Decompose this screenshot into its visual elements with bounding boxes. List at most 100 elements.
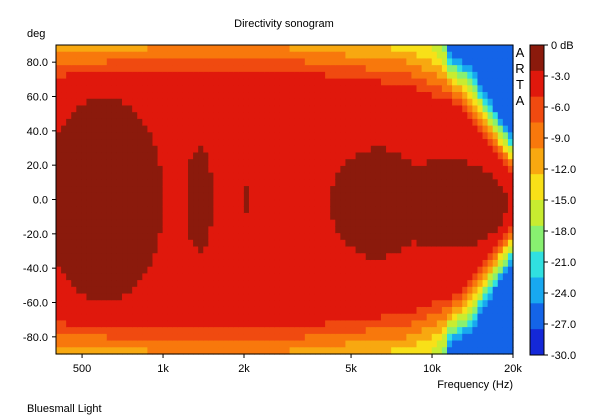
heatmap-cell [127, 65, 133, 73]
heatmap-cell [76, 313, 82, 322]
heatmap-cell [162, 71, 169, 80]
heatmap-cell [269, 78, 275, 86]
heatmap-cell [289, 340, 296, 348]
heatmap-cell [56, 92, 62, 100]
heatmap-cell [223, 159, 230, 167]
heatmap-cell [386, 98, 392, 107]
heatmap-cell [391, 280, 397, 288]
heatmap-cell [482, 78, 489, 86]
heatmap-cell [203, 139, 209, 147]
heatmap-cell [406, 118, 413, 127]
heatmap-cell [86, 253, 93, 261]
heatmap-cell [441, 186, 448, 194]
heatmap-cell [492, 280, 499, 288]
heatmap-cell [472, 132, 479, 140]
heatmap-cell [487, 105, 494, 113]
heatmap-cell [406, 78, 413, 86]
heatmap-cell [264, 273, 270, 281]
heatmap-cell [106, 266, 113, 274]
heatmap-cell [431, 233, 438, 241]
heatmap-cell [345, 286, 352, 295]
heatmap-cell [289, 186, 296, 194]
heatmap-cell [71, 112, 77, 120]
heatmap-cell [122, 51, 128, 60]
heatmap-cell [340, 179, 347, 187]
heatmap-cell [76, 246, 82, 254]
heatmap-cell [127, 98, 133, 107]
heatmap-cell [243, 192, 250, 201]
heatmap-cell [426, 139, 433, 147]
heatmap-cell [330, 340, 336, 348]
heatmap-cell [375, 199, 382, 207]
heatmap-cell [309, 85, 316, 93]
heatmap-cell [76, 45, 82, 53]
heatmap-cell [208, 105, 215, 113]
heatmap-cell [208, 51, 215, 60]
heatmap-cell [391, 333, 397, 342]
heatmap-cell [172, 273, 179, 281]
heatmap-cell [101, 159, 108, 167]
heatmap-cell [76, 333, 82, 342]
heatmap-cell [56, 273, 62, 281]
heatmap-cell [436, 165, 443, 174]
heatmap-cell [157, 266, 164, 274]
heatmap-cell [162, 92, 169, 100]
heatmap-cell [335, 327, 341, 335]
heatmap-cell [172, 45, 179, 53]
heatmap-cell [375, 98, 382, 107]
heatmap-cell [106, 85, 113, 93]
heatmap-cell [355, 306, 362, 315]
heatmap-cell [81, 219, 88, 227]
heatmap-cell [127, 145, 133, 154]
heatmap-cell [233, 333, 240, 342]
heatmap-cell [375, 172, 382, 180]
heatmap-cell [492, 71, 499, 80]
heatmap-cell [172, 78, 179, 86]
heatmap-cell [86, 300, 93, 308]
heatmap-cell [71, 105, 77, 113]
heatmap-cell [472, 320, 479, 328]
heatmap-cell [188, 286, 194, 295]
heatmap-cell [507, 159, 514, 167]
heatmap-cell [188, 145, 194, 154]
heatmap-cell [467, 172, 473, 180]
heatmap-cell [386, 286, 392, 295]
heatmap-cell [340, 286, 347, 295]
heatmap-cell [111, 132, 118, 140]
heatmap-cell [309, 219, 316, 227]
heatmap-cell [142, 125, 148, 133]
heatmap-cell [436, 306, 443, 315]
heatmap-cell [452, 246, 458, 254]
heatmap-cell [56, 85, 62, 93]
heatmap-cell [233, 125, 240, 133]
heatmap-cell [106, 333, 113, 342]
heatmap-cell [294, 192, 301, 201]
heatmap-cell [106, 320, 113, 328]
heatmap-cell [208, 65, 215, 73]
heatmap-cell [96, 165, 103, 174]
heatmap-cell [320, 118, 326, 127]
heatmap-cell [416, 51, 423, 60]
heatmap-cell [238, 145, 245, 154]
heatmap-cell [452, 152, 458, 160]
heatmap-cell [238, 206, 245, 214]
heatmap-cell [309, 145, 316, 154]
heatmap-cell [228, 306, 235, 315]
heatmap-cell [269, 118, 275, 127]
heatmap-cell [238, 212, 245, 221]
heatmap-cell [452, 65, 458, 73]
heatmap-cell [157, 152, 164, 160]
heatmap-cell [386, 206, 392, 214]
heatmap-cell [248, 118, 255, 127]
heatmap-cell [122, 259, 128, 268]
heatmap-cell [279, 51, 286, 60]
heatmap-cell [238, 286, 245, 295]
heatmap-cell [507, 280, 514, 288]
heatmap-cell [223, 313, 230, 322]
heatmap-cell [218, 92, 225, 100]
heatmap-cell [81, 118, 88, 127]
heatmap-cell [396, 320, 402, 328]
heatmap-cell [188, 266, 194, 274]
heatmap-cell [193, 58, 199, 66]
heatmap-cell [238, 293, 245, 301]
